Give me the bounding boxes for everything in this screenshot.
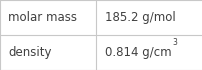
Text: 3: 3: [171, 38, 176, 47]
Text: 185.2 g/mol: 185.2 g/mol: [104, 11, 175, 24]
Text: density: density: [8, 46, 51, 59]
Text: molar mass: molar mass: [8, 11, 77, 24]
Text: 0.814 g/cm: 0.814 g/cm: [104, 46, 170, 59]
